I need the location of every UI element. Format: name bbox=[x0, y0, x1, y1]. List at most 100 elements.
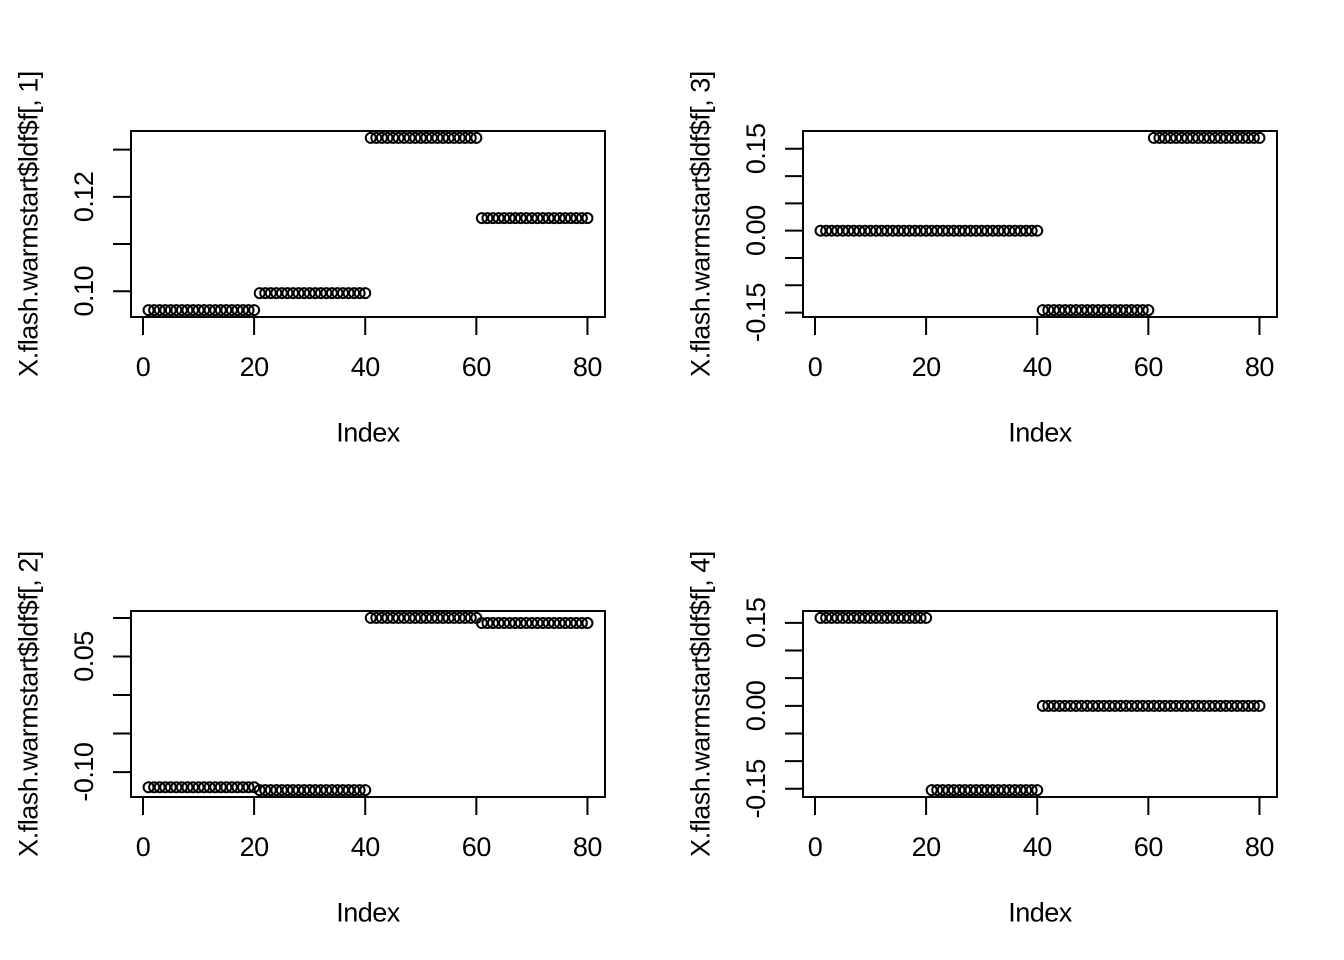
data-point bbox=[1003, 224, 1016, 237]
data-point bbox=[214, 304, 227, 317]
data-point bbox=[1059, 699, 1071, 712]
data-point bbox=[259, 784, 272, 797]
data-point bbox=[1031, 784, 1044, 797]
data-point bbox=[1136, 699, 1149, 712]
data-point bbox=[1064, 699, 1077, 712]
data-point bbox=[542, 212, 555, 225]
y-tick-label: 0.05 bbox=[69, 631, 99, 682]
data-point bbox=[242, 304, 255, 317]
data-point bbox=[1125, 304, 1138, 317]
data-point bbox=[1036, 304, 1049, 317]
data-point bbox=[1020, 224, 1033, 237]
data-point bbox=[1042, 304, 1055, 317]
data-point bbox=[1070, 304, 1083, 317]
data-point bbox=[820, 224, 833, 237]
y-tick-label: 0.10 bbox=[69, 266, 99, 317]
data-point bbox=[514, 212, 527, 225]
data-point bbox=[1236, 699, 1249, 712]
data-point bbox=[1014, 224, 1027, 237]
data-point bbox=[487, 617, 499, 630]
data-point bbox=[142, 781, 155, 794]
data-point bbox=[387, 611, 399, 624]
data-point bbox=[337, 287, 349, 300]
data-point bbox=[1159, 699, 1171, 712]
data-point bbox=[331, 287, 344, 300]
data-point bbox=[375, 131, 388, 144]
data-point bbox=[981, 784, 994, 797]
data-point bbox=[525, 617, 538, 630]
data-point bbox=[448, 131, 461, 144]
data-point bbox=[892, 611, 905, 624]
x-tick-label: 80 bbox=[573, 352, 602, 382]
data-point bbox=[298, 784, 311, 797]
data-point bbox=[164, 304, 177, 317]
data-point bbox=[842, 611, 855, 624]
data-point bbox=[398, 611, 411, 624]
data-point bbox=[275, 784, 288, 797]
data-point bbox=[1147, 131, 1160, 144]
data-point bbox=[464, 611, 477, 624]
data-point bbox=[192, 781, 205, 794]
data-point bbox=[997, 784, 1010, 797]
data-point bbox=[575, 617, 588, 630]
data-point bbox=[437, 131, 449, 144]
data-point bbox=[847, 224, 860, 237]
data-point bbox=[325, 287, 338, 300]
data-point bbox=[936, 224, 949, 237]
data-point bbox=[253, 784, 266, 797]
data-point bbox=[1214, 699, 1227, 712]
data-point bbox=[387, 131, 399, 144]
data-point bbox=[1020, 784, 1033, 797]
x-tick-label: 0 bbox=[808, 352, 823, 382]
data-point bbox=[287, 784, 299, 797]
x-axis-label: Index bbox=[336, 897, 400, 928]
data-point bbox=[148, 304, 161, 317]
data-point bbox=[1197, 699, 1210, 712]
data-point bbox=[870, 611, 883, 624]
data-point bbox=[1181, 131, 1194, 144]
data-point bbox=[853, 224, 866, 237]
data-point bbox=[864, 224, 877, 237]
data-point bbox=[159, 781, 172, 794]
data-point bbox=[1047, 304, 1060, 317]
data-point bbox=[892, 224, 905, 237]
x-axis-label: Index bbox=[1008, 417, 1072, 448]
data-point bbox=[814, 611, 827, 624]
plot-box bbox=[802, 610, 1278, 798]
data-point bbox=[509, 212, 522, 225]
data-point bbox=[920, 224, 933, 237]
data-point bbox=[370, 611, 383, 624]
data-point bbox=[920, 611, 933, 624]
data-point bbox=[525, 212, 538, 225]
data-point bbox=[314, 287, 327, 300]
data-point bbox=[470, 131, 483, 144]
data-point bbox=[953, 784, 966, 797]
data-point bbox=[909, 224, 921, 237]
panel-f4: 0 20 40 60 80 0.15 0.00 -0.15 X.flash.warmstart… bbox=[672, 480, 1344, 960]
data-point bbox=[298, 287, 311, 300]
data-point bbox=[1064, 304, 1077, 317]
data-point bbox=[442, 131, 455, 144]
data-point bbox=[1225, 131, 1238, 144]
data-point bbox=[1075, 304, 1088, 317]
data-point bbox=[437, 611, 449, 624]
data-point bbox=[203, 304, 216, 317]
data-point bbox=[1136, 304, 1149, 317]
x-tick-label: 60 bbox=[1134, 832, 1163, 862]
data-point bbox=[481, 617, 494, 630]
data-point bbox=[814, 224, 827, 237]
x-tick-label: 40 bbox=[351, 832, 380, 862]
data-point bbox=[503, 212, 516, 225]
data-point bbox=[925, 224, 938, 237]
data-point bbox=[220, 781, 233, 794]
data-point bbox=[564, 212, 577, 225]
data-point bbox=[281, 287, 294, 300]
data-point bbox=[1225, 699, 1238, 712]
data-point bbox=[559, 617, 572, 630]
data-point bbox=[153, 781, 166, 794]
data-point bbox=[1009, 224, 1021, 237]
y-tick-label: 0.00 bbox=[741, 681, 771, 732]
data-point bbox=[475, 212, 488, 225]
data-point bbox=[453, 611, 466, 624]
data-point bbox=[203, 781, 216, 794]
